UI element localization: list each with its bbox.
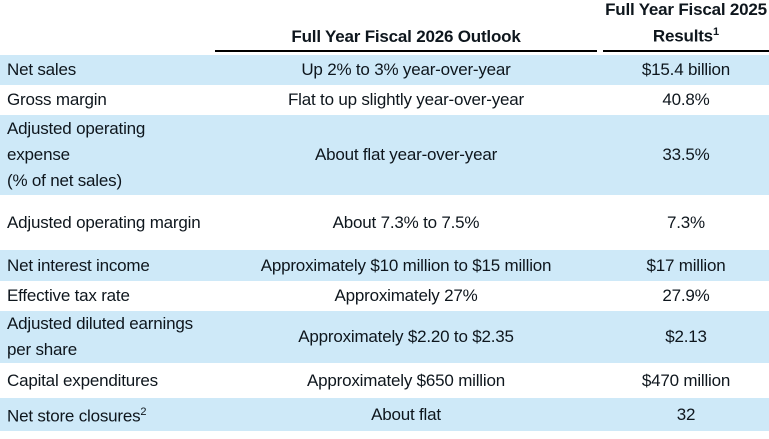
row-label: Adjusted operating margin	[7, 212, 201, 232]
results-value: $17 million	[646, 255, 726, 275]
outlook-value: About flat year-over-year	[314, 145, 498, 164]
row-label: Adjusted operating expense (% of net sal…	[7, 119, 146, 190]
header-results-column-title: Full Year Fiscal 2025 Results1	[603, 0, 769, 52]
outlook-column-title-text: Full Year Fiscal 2026 Outlook	[291, 27, 521, 46]
results-value: 32	[676, 404, 696, 424]
outlook-value: About 7.3% to 7.5%	[332, 212, 480, 232]
table-row-adjusted-diluted-eps: Adjusted diluted earnings per share Appr…	[0, 311, 769, 363]
results-value: 7.3%	[667, 212, 705, 232]
outlook-value: Approximately 27%	[334, 286, 478, 305]
outlook-value: Approximately $650 million	[307, 370, 505, 390]
results-value: 33.5%	[662, 145, 710, 164]
table-row-adjusted-operating-expense: Adjusted operating expense (% of net sal…	[0, 115, 769, 195]
outlook-value: Approximately $10 million to $15 million	[260, 255, 552, 275]
results-value: 27.9%	[662, 286, 710, 305]
results-value: 40.8%	[662, 90, 710, 109]
row-label: Capital expenditures	[7, 370, 158, 390]
results-column-title-line1: Full Year Fiscal 2025	[605, 0, 767, 20]
row-label: Adjusted diluted earnings per share	[7, 314, 193, 359]
row-label: Net interest income	[7, 255, 150, 275]
table-row-effective-tax-rate: Effective tax rate Approximately 27% 27.…	[0, 281, 769, 311]
row-label: Gross margin	[7, 90, 107, 109]
outlook-value: About flat	[371, 404, 441, 424]
results-column-title-line2: Results1	[652, 26, 720, 46]
footnote-marker-2: 2	[140, 406, 147, 419]
table-row-adjusted-operating-margin: Adjusted operating margin About 7.3% to …	[0, 195, 769, 250]
table-row-capital-expenditures: Capital expenditures Approximately $650 …	[0, 363, 769, 398]
outlook-value: Approximately $2.20 to $2.35	[298, 327, 514, 346]
results-value: $2.13	[665, 327, 707, 346]
header-outlook-column-title: Full Year Fiscal 2026 Outlook	[215, 0, 597, 52]
row-label: Net store closures2	[7, 406, 147, 426]
table-row-net-interest-income: Net interest income Approximately $10 mi…	[0, 250, 769, 281]
outlook-value: Flat to up slightly year-over-year	[287, 90, 524, 109]
table-row-net-sales: Net sales Up 2% to 3% year-over-year $15…	[0, 55, 769, 85]
outlook-value: Up 2% to 3% year-over-year	[301, 60, 511, 79]
row-label: Effective tax rate	[7, 286, 130, 305]
results-value: $15.4 billion	[641, 60, 731, 79]
table-row-gross-margin: Gross margin Flat to up slightly year-ov…	[0, 85, 769, 115]
table-row-net-store-closures: Net store closures2 About flat 32	[0, 398, 769, 431]
row-label: Net sales	[7, 60, 77, 79]
results-value: $470 million	[641, 370, 731, 390]
table-body: Net sales Up 2% to 3% year-over-year $15…	[0, 55, 769, 431]
table-header-row: Full Year Fiscal 2026 Outlook Full Year …	[0, 0, 769, 52]
header-spacer-cell	[0, 0, 215, 52]
footnote-marker-1: 1	[712, 26, 720, 39]
